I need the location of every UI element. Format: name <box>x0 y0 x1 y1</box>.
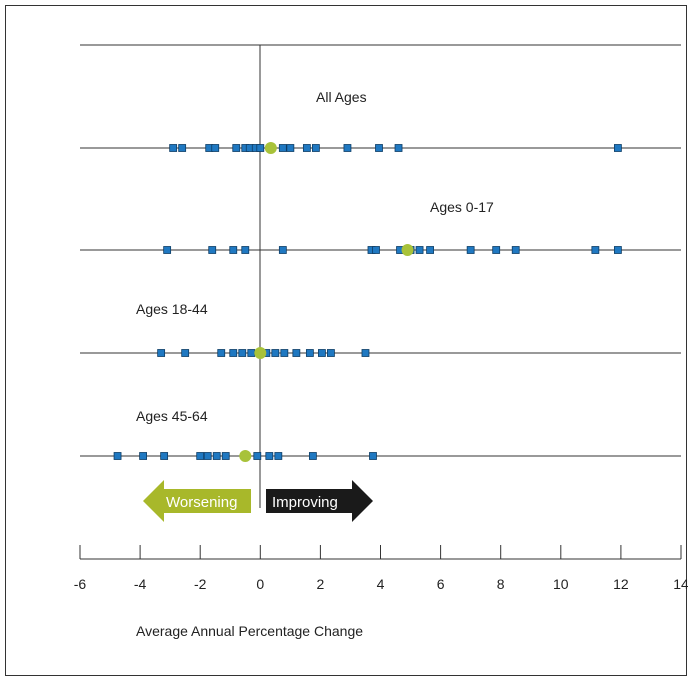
data-point <box>369 452 377 460</box>
x-tick-label: 2 <box>317 576 325 592</box>
data-point <box>280 349 289 357</box>
data-point <box>318 349 326 357</box>
data-point <box>217 349 226 357</box>
series-label: Ages 0-17 <box>430 199 494 215</box>
data-point <box>139 452 148 460</box>
data-point <box>613 144 622 152</box>
data-point <box>426 246 434 254</box>
data-point <box>208 246 217 254</box>
data-point <box>394 144 403 152</box>
chart-svg: All Ages Ages 0-17 Ages 18-44 Ages 45-64 Wo… <box>74 44 688 639</box>
data-point <box>178 144 187 152</box>
x-tick-label: 4 <box>377 576 385 592</box>
mean-point <box>264 142 277 154</box>
data-point <box>196 452 205 460</box>
data-point <box>327 349 335 357</box>
improving-arrow: Improving <box>266 480 373 522</box>
data-point <box>229 246 238 254</box>
data-point <box>375 144 383 152</box>
data-point <box>271 349 280 357</box>
data-point <box>492 246 501 254</box>
x-tick-label: 6 <box>437 576 445 592</box>
data-point <box>278 144 287 152</box>
data-point <box>265 452 274 460</box>
data-point <box>232 144 241 152</box>
data-point <box>221 452 230 460</box>
data-point <box>241 246 250 254</box>
series-row: Ages 18-44 <box>80 301 681 359</box>
data-point <box>274 452 283 460</box>
data-point <box>302 144 311 152</box>
data-point <box>247 349 256 357</box>
worsening-label: Worsening <box>166 494 237 511</box>
mean-point <box>401 244 414 256</box>
data-point <box>181 349 190 357</box>
mean-point <box>254 347 267 359</box>
series-label: Ages 45-64 <box>136 408 208 424</box>
x-tick-label: -6 <box>74 576 87 592</box>
data-point <box>286 144 295 152</box>
data-point <box>238 349 247 357</box>
data-point <box>253 452 262 460</box>
improving-arrow-shape <box>266 480 373 522</box>
x-tick-label: 10 <box>553 576 569 592</box>
x-tick-label: -2 <box>194 576 207 592</box>
data-point <box>415 246 424 254</box>
data-point <box>591 246 600 254</box>
data-point <box>212 452 221 460</box>
x-tick-label: 8 <box>497 576 505 592</box>
series-row: Ages 0-17 <box>80 199 681 256</box>
data-point <box>278 246 287 254</box>
series-row: Ages 45-64 <box>80 408 681 462</box>
worsening-arrow-shape <box>143 480 251 522</box>
data-point <box>292 349 301 357</box>
series-row: All Ages <box>80 89 681 154</box>
data-point <box>256 144 265 152</box>
x-tick-label: 0 <box>256 576 264 592</box>
mean-point <box>239 450 252 462</box>
data-point <box>466 246 475 254</box>
worsening-arrow: Worsening <box>143 480 251 522</box>
series-label: All Ages <box>316 89 367 105</box>
improving-label: Improving <box>272 494 338 511</box>
data-point <box>361 349 370 357</box>
data-point <box>229 349 238 357</box>
data-point <box>163 246 172 254</box>
x-tick-label: 14 <box>673 576 688 592</box>
data-point <box>160 452 169 460</box>
chart-frame: All Ages Ages 0-17 Ages 18-44 Ages 45-64 Wo… <box>5 5 688 676</box>
series-rows: All Ages Ages 0-17 Ages 18-44 Ages 45-64 <box>80 89 681 462</box>
x-axis-label: Average Annual Percentage Change <box>136 623 363 639</box>
data-point <box>169 144 178 152</box>
data-point <box>613 246 622 254</box>
x-tick-label: 12 <box>613 576 629 592</box>
data-point <box>113 452 122 460</box>
data-point <box>511 246 520 254</box>
data-point <box>372 246 380 254</box>
x-axis-ticks: -6 -4 -2 0 2 4 6 8 10 12 14 <box>74 545 688 592</box>
series-label: Ages 18-44 <box>136 301 208 317</box>
data-point <box>305 349 314 357</box>
data-point <box>211 144 220 152</box>
data-point <box>203 452 212 460</box>
data-point <box>311 144 320 152</box>
data-point <box>157 349 166 357</box>
data-point <box>343 144 352 152</box>
x-tick-label: -4 <box>134 576 147 592</box>
data-point <box>308 452 317 460</box>
